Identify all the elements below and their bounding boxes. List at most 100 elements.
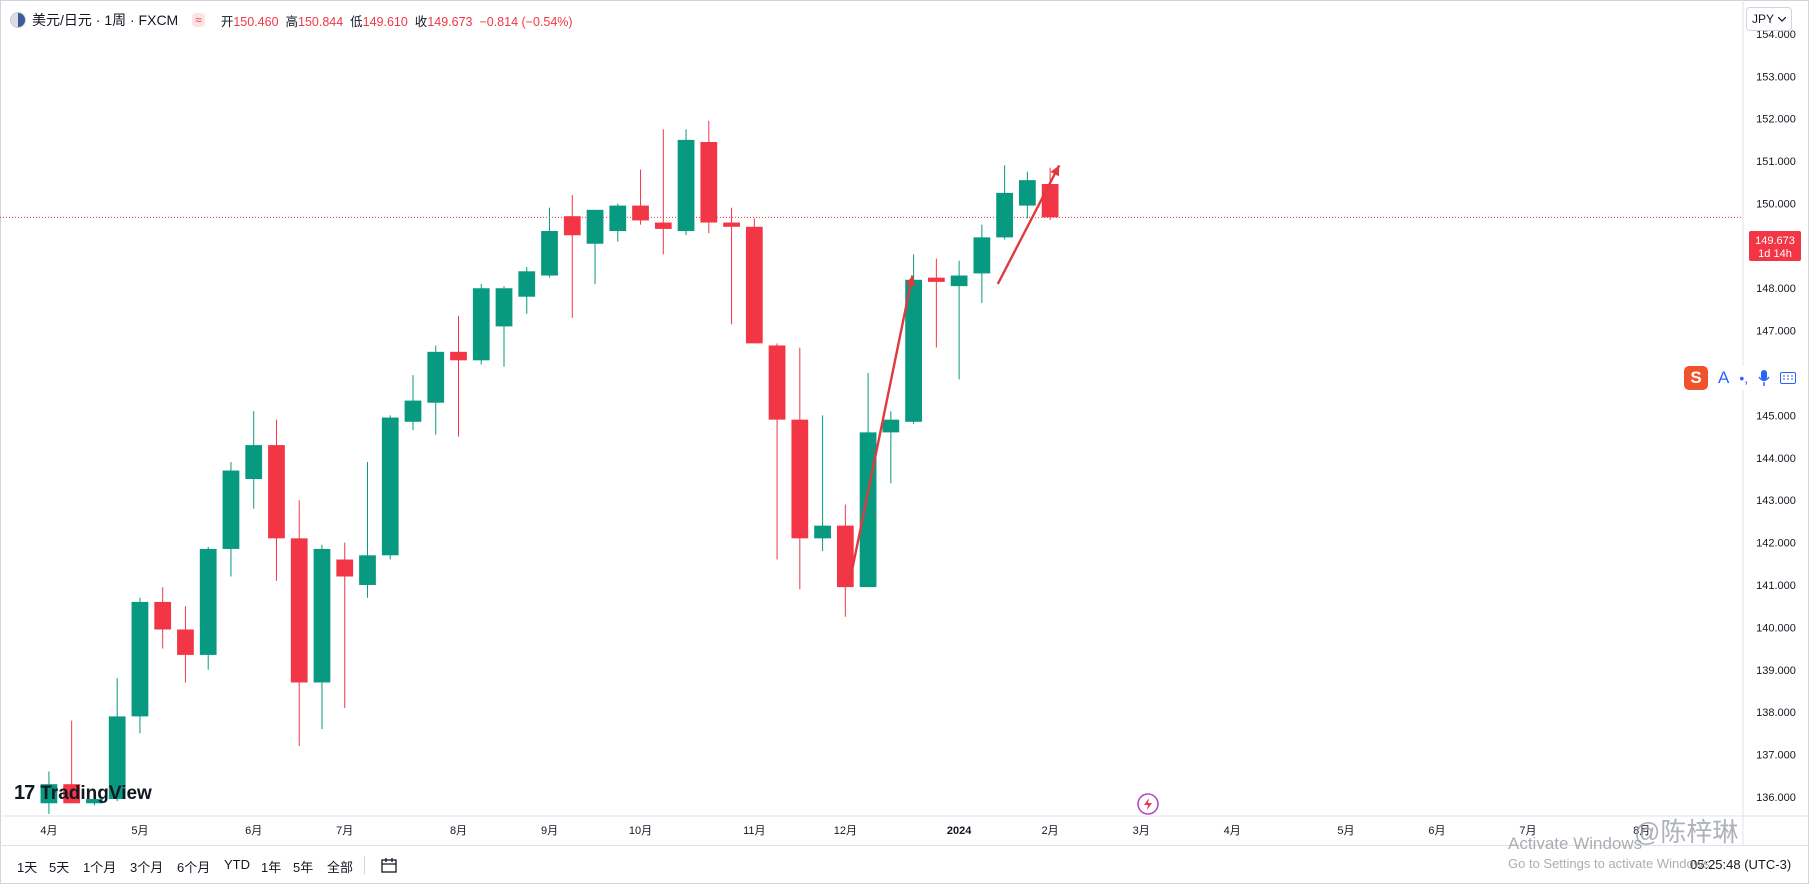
candle[interactable] bbox=[313, 544, 331, 730]
candle[interactable] bbox=[518, 267, 536, 314]
last-price-badge: 149.673 1d 14h bbox=[1749, 231, 1801, 261]
candle[interactable] bbox=[427, 345, 445, 435]
candle-body bbox=[882, 419, 900, 433]
candle-body bbox=[86, 799, 103, 804]
candles bbox=[40, 120, 1059, 814]
candle[interactable] bbox=[86, 792, 103, 806]
trend-arrow[interactable] bbox=[996, 164, 1061, 285]
mic-icon[interactable] bbox=[1758, 370, 1770, 386]
candle-body bbox=[632, 205, 649, 221]
candle[interactable] bbox=[63, 720, 81, 804]
close-label: 收 bbox=[414, 14, 428, 29]
ime-mode-text[interactable]: A bbox=[1718, 368, 1730, 387]
trend-annotations bbox=[848, 164, 1061, 581]
price-tick-label: 144.000 bbox=[1756, 453, 1796, 465]
time-tick-label: 11月 bbox=[743, 825, 765, 837]
candle[interactable] bbox=[996, 165, 1013, 240]
trend-arrow[interactable] bbox=[848, 275, 916, 581]
candle[interactable] bbox=[586, 209, 604, 285]
candle[interactable] bbox=[677, 129, 695, 236]
candle[interactable] bbox=[1018, 171, 1036, 219]
candle-body bbox=[495, 288, 513, 327]
sogou-logo-icon[interactable]: S bbox=[1684, 366, 1708, 390]
range-5d[interactable]: 5天 bbox=[49, 860, 70, 875]
candle[interactable] bbox=[700, 120, 718, 234]
tradingview-logo[interactable]: 17 TradingView bbox=[14, 782, 152, 805]
candle[interactable] bbox=[359, 462, 376, 598]
candle[interactable] bbox=[632, 169, 649, 225]
candle[interactable] bbox=[882, 411, 900, 484]
open-value: 150.460 bbox=[233, 14, 279, 29]
tradingview-mark-icon: 17 bbox=[14, 782, 35, 804]
candle[interactable] bbox=[836, 504, 854, 617]
candle-body bbox=[427, 351, 445, 403]
time-tick-label: 6月 bbox=[1428, 825, 1445, 837]
candle[interactable] bbox=[814, 415, 831, 552]
range-all[interactable]: 全部 bbox=[327, 860, 354, 875]
time-tick-label: 5月 bbox=[1337, 825, 1354, 837]
lightning-icon[interactable] bbox=[1137, 793, 1159, 815]
candle[interactable] bbox=[290, 500, 308, 747]
candle[interactable] bbox=[108, 678, 126, 802]
candle[interactable] bbox=[563, 194, 581, 318]
candle-body bbox=[518, 271, 536, 297]
range-1y[interactable]: 1年 bbox=[261, 860, 282, 875]
bar-countdown-label: 1d 14h bbox=[1758, 248, 1792, 260]
range-6m[interactable]: 6个月 bbox=[177, 860, 211, 875]
candle[interactable] bbox=[723, 207, 740, 325]
candle[interactable] bbox=[791, 347, 809, 590]
candle[interactable] bbox=[222, 462, 240, 577]
candle-body bbox=[199, 548, 217, 655]
candle[interactable] bbox=[245, 411, 263, 509]
candle-body bbox=[677, 139, 695, 232]
range-5y[interactable]: 5年 bbox=[293, 860, 314, 875]
currency-selector[interactable]: JPY bbox=[1746, 7, 1792, 31]
range-3m[interactable]: 3个月 bbox=[130, 860, 164, 875]
candle-body bbox=[131, 601, 149, 717]
candle-body bbox=[927, 277, 945, 282]
time-tick-label: 8月 bbox=[450, 825, 467, 837]
candle[interactable] bbox=[381, 415, 399, 560]
candle-body bbox=[541, 231, 558, 276]
candle[interactable] bbox=[495, 286, 513, 367]
candle-body bbox=[700, 142, 718, 223]
candle[interactable] bbox=[131, 597, 149, 734]
candle[interactable] bbox=[859, 373, 877, 588]
candle[interactable] bbox=[950, 260, 968, 380]
candle[interactable] bbox=[745, 218, 763, 344]
low-value: 149.610 bbox=[362, 14, 408, 29]
price-tick-label: 137.000 bbox=[1756, 750, 1796, 762]
range-ytd[interactable]: YTD bbox=[224, 857, 250, 872]
range-1d[interactable]: 1天 bbox=[17, 860, 38, 875]
ime-punctuation[interactable]: •, bbox=[1739, 370, 1749, 386]
keyboard-icon[interactable] bbox=[1780, 372, 1797, 384]
candle-body bbox=[563, 216, 581, 236]
candle[interactable] bbox=[40, 771, 58, 814]
indicator-toggle-icon[interactable]: ≈ bbox=[192, 13, 205, 27]
candle[interactable] bbox=[154, 587, 172, 649]
range-1m[interactable]: 1个月 bbox=[83, 860, 117, 875]
candle[interactable] bbox=[268, 419, 285, 581]
clock-timezone[interactable]: 05:25:48 (UTC-3) bbox=[1690, 857, 1792, 872]
candle[interactable] bbox=[768, 343, 786, 560]
candle[interactable] bbox=[336, 542, 354, 708]
candle[interactable] bbox=[927, 258, 945, 348]
candle[interactable] bbox=[654, 129, 672, 255]
price-tick-label: 147.000 bbox=[1756, 326, 1796, 338]
calendar-range-icon[interactable] bbox=[380, 856, 398, 874]
price-tick-label: 152.000 bbox=[1756, 114, 1796, 126]
candle[interactable] bbox=[541, 207, 558, 278]
symbol-title[interactable]: 美元/日元 · 1周 · FXCM bbox=[32, 12, 179, 28]
candle[interactable] bbox=[450, 315, 467, 437]
candle[interactable] bbox=[404, 375, 422, 431]
candle[interactable] bbox=[472, 284, 490, 365]
candle[interactable] bbox=[973, 224, 991, 304]
candle[interactable] bbox=[199, 546, 217, 670]
ime-toolbar[interactable]: S A •, bbox=[1684, 366, 1797, 390]
candle[interactable] bbox=[609, 203, 627, 242]
candle[interactable] bbox=[905, 254, 922, 424]
candle[interactable] bbox=[177, 606, 194, 683]
trend-arrow-line bbox=[848, 275, 914, 581]
